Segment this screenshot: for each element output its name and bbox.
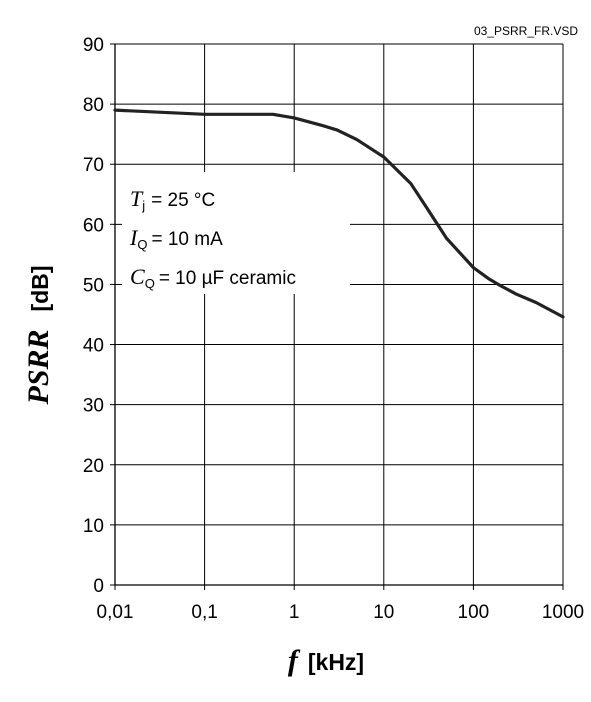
file-name: 03_PSRR_FR.VSD bbox=[474, 24, 578, 38]
y-tick-label: 80 bbox=[83, 95, 104, 116]
y-tick-labels: 0 10 20 30 40 50 60 70 80 90 bbox=[83, 35, 104, 597]
x-tick-label: 0,1 bbox=[191, 602, 217, 623]
y-tick-label: 50 bbox=[83, 275, 104, 296]
x-tick-label: 0,01 bbox=[97, 602, 134, 623]
grid bbox=[114, 43, 564, 586]
y-axis-label: PSRR[dB] bbox=[22, 265, 55, 405]
y-tick-label: 60 bbox=[83, 215, 104, 236]
annotation-background bbox=[122, 172, 350, 294]
annotation-cq: CQ = 10 µF ceramic bbox=[130, 264, 296, 291]
x-tick-label: 100 bbox=[458, 602, 490, 623]
y-tick-label: 30 bbox=[83, 396, 104, 417]
x-tick-label: 10 bbox=[373, 602, 394, 623]
annotation-box: Tj = 25 °C IQ = 10 mA CQ = 10 µF ceramic bbox=[122, 172, 350, 294]
y-tick-label: 70 bbox=[83, 155, 104, 176]
y-tick-label: 90 bbox=[83, 35, 104, 56]
psrr-curve bbox=[113, 108, 565, 319]
x-tick-labels: 0,01 0,1 1 10 100 1000 bbox=[97, 602, 585, 623]
axes bbox=[110, 43, 564, 590]
y-tick-label: 20 bbox=[83, 456, 104, 477]
annotation-tj: Tj = 25 °C bbox=[130, 186, 215, 213]
y-tick-label: 10 bbox=[83, 516, 104, 537]
x-axis-label: f [kHz] bbox=[288, 644, 364, 677]
annotation-iq: IQ = 10 mA bbox=[129, 225, 223, 252]
x-tick-label: 1000 bbox=[542, 602, 584, 623]
series-layer bbox=[113, 108, 565, 319]
y-tick-label: 40 bbox=[83, 336, 104, 357]
y-tick-label: 0 bbox=[93, 576, 104, 597]
x-tick-label: 1 bbox=[289, 602, 300, 623]
